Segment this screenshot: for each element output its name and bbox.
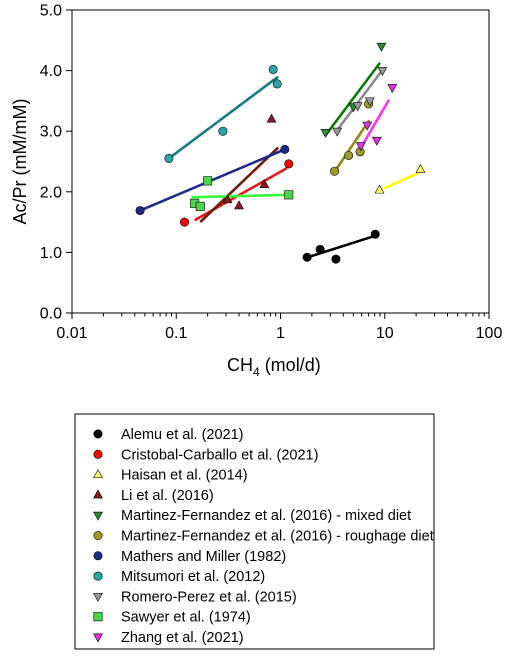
x-axis-title-unit: (mol/d) (260, 355, 321, 375)
data-point (266, 113, 277, 123)
data-point (370, 229, 380, 239)
y-tick-label: 1.0 (40, 245, 62, 262)
legend-marker (93, 633, 103, 643)
legend-marker (93, 530, 103, 540)
data-point (284, 190, 294, 200)
legend-label: Alemu et al. (2021) (121, 427, 244, 443)
data-point (331, 254, 341, 264)
fit-lines (139, 61, 419, 260)
series-fit-line-2 (382, 171, 419, 190)
series-fit-line-5 (333, 119, 371, 173)
legend-marker (93, 449, 103, 459)
series-points-10 (355, 84, 398, 152)
series-fit-line-9 (191, 193, 289, 199)
legend-marker (93, 571, 103, 581)
series-points-3 (222, 113, 277, 210)
data-point (332, 127, 343, 137)
series-points-2 (374, 163, 426, 194)
legend-marker (93, 469, 103, 479)
data-point (344, 150, 354, 160)
data-point (164, 153, 174, 163)
legend-label: Haisan et al. (2014) (121, 468, 248, 484)
series-fit-line-3 (199, 146, 280, 224)
data-point (222, 194, 233, 204)
data-point (387, 84, 398, 94)
legend-label: Li et al. (2016) (121, 488, 214, 504)
y-axis-title: Ac/Pr (mM/mM) (10, 99, 30, 225)
legend-label: Cristobal-Carballo et al. (2021) (121, 447, 318, 463)
series-fit-line-8 (334, 68, 384, 133)
data-point (355, 142, 366, 152)
markers (135, 42, 426, 264)
data-point (315, 244, 325, 254)
data-point (135, 206, 145, 216)
legend-label: Martinez-Fernandez et al. (2016) - mixed… (121, 508, 411, 524)
series-fit-line-4 (324, 61, 382, 137)
legend-marker (93, 489, 103, 499)
legend-label: Sawyer et al. (1974) (121, 610, 251, 626)
data-point (415, 163, 426, 173)
x-tick-label: 0.1 (165, 325, 187, 342)
data-point (272, 79, 282, 89)
series-points-0 (302, 229, 380, 264)
legend-marker (93, 551, 103, 561)
data-point (268, 64, 278, 74)
data-point (218, 126, 228, 136)
series-fit-line-7 (168, 75, 279, 160)
legend-label: Romero-Perez et al. (2015) (121, 589, 297, 605)
x-tick-label: 10 (376, 325, 394, 342)
data-point (374, 184, 385, 194)
series-points-6 (135, 144, 290, 216)
x-axis-title-subscript: 4 (253, 365, 260, 379)
data-point (259, 179, 270, 188)
data-point (376, 42, 387, 52)
series-points-1 (180, 159, 294, 227)
x-tick-label: 100 (476, 325, 503, 342)
y-tick-label: 0.0 (40, 306, 62, 323)
data-point (362, 121, 373, 131)
legend-label: Mitsumori et al. (2012) (121, 569, 265, 585)
y-tick-label: 5.0 (40, 3, 62, 20)
data-point (280, 144, 290, 154)
x-axis-title-main: CH (227, 355, 253, 375)
series-points-8 (332, 67, 388, 137)
data-point (377, 67, 388, 77)
data-point (352, 102, 363, 112)
legend-label: Zhang et al. (2021) (121, 630, 244, 646)
data-point (320, 128, 331, 138)
data-point (371, 136, 382, 146)
plot-frame (71, 9, 490, 314)
y-tick-label: 2.0 (40, 184, 62, 201)
legend-marker (93, 429, 103, 439)
x-axis-title: CH4 (mol/d) (227, 355, 321, 379)
series-fit-line-10 (361, 99, 391, 146)
legend-marker (93, 592, 103, 602)
series-fit-line-6 (139, 148, 286, 212)
data-point (330, 166, 340, 176)
legend-label: Martinez-Fernandez et al. (2016) - rough… (121, 529, 434, 545)
series-points-5 (330, 99, 374, 176)
y-tick-label: 4.0 (40, 63, 62, 80)
x-tick-label: 1 (276, 325, 285, 342)
data-point (284, 159, 294, 169)
x-tick-label: 0.01 (56, 325, 87, 342)
y-tick-label: 3.0 (40, 124, 62, 141)
data-point (302, 252, 312, 262)
series-points-9 (190, 176, 294, 211)
series-fit-line-0 (305, 234, 377, 260)
data-point (234, 200, 244, 210)
axes (71, 9, 490, 314)
data-point (364, 97, 375, 107)
legend-label: Mathers and Miller (1982) (121, 549, 286, 565)
data-point (203, 176, 213, 186)
legend-marker (93, 612, 103, 622)
data-point (180, 217, 190, 227)
ticks: 0.0 1.0 2.0 3.0 4.0 5.0 0.01 0.1 1 10 100 (40, 3, 503, 343)
legend-marker (93, 511, 103, 521)
legend: Alemu et al. (2021) Cristobal-Carballo et… (74, 413, 435, 650)
data-point (195, 201, 205, 211)
series-points-7 (164, 64, 282, 163)
legend-box (74, 413, 435, 650)
